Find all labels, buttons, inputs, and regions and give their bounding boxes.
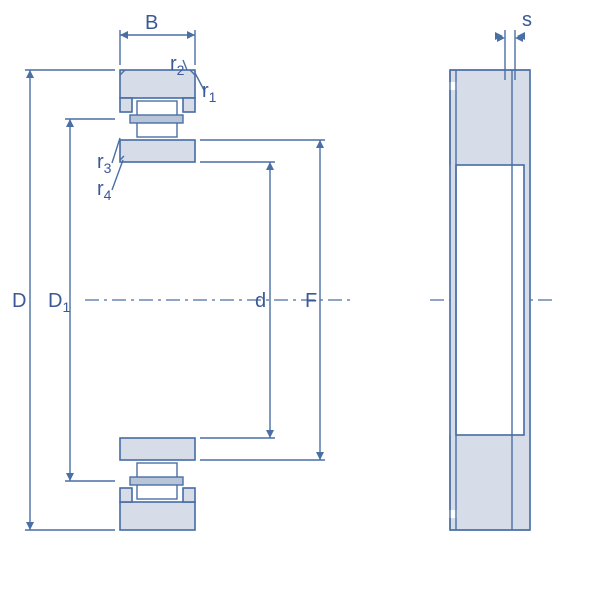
label-D1: D1 [48, 290, 70, 315]
label-D: D [12, 290, 26, 313]
label-B: B [145, 12, 158, 35]
label-r3: r3 [97, 151, 111, 176]
label-r2: r2 [170, 53, 184, 78]
label-d: d [255, 290, 266, 313]
label-s: s [522, 9, 532, 32]
bearing-diagram [0, 0, 600, 600]
label-r1: r1 [202, 80, 216, 105]
label-r4: r4 [97, 178, 111, 203]
label-F: F [305, 290, 317, 313]
